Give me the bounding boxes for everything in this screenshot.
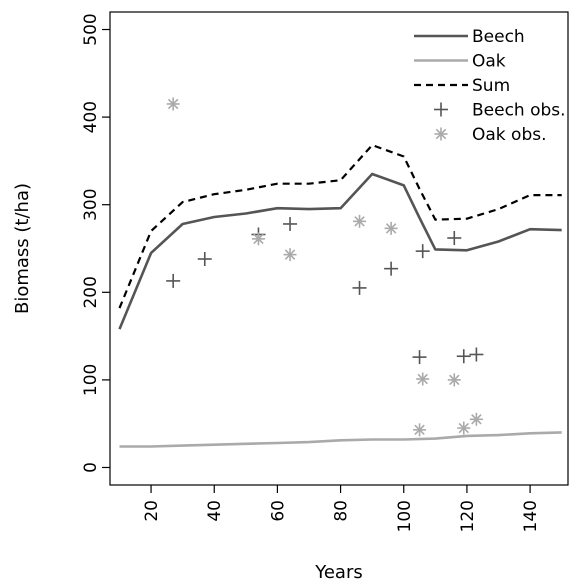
- beech-obs-point: [384, 261, 399, 276]
- x-tick-label-140: 140: [521, 500, 541, 532]
- oak-obs-point: [251, 232, 265, 246]
- x-tick-label-40: 40: [205, 500, 225, 522]
- series-line-sum: [118, 144, 562, 309]
- legend-item-beech-obs: Beech obs.: [434, 101, 566, 121]
- series-line-oak: [119, 431, 562, 448]
- series-layer: [118, 144, 562, 448]
- oak-obs-point: [457, 421, 471, 435]
- legend-item-oak: Oak: [414, 52, 506, 72]
- oak-obs-point: [416, 372, 430, 386]
- oak-obs-point: [166, 97, 180, 111]
- x-tick-label-60: 60: [268, 500, 288, 522]
- oak-obs-point: [353, 214, 367, 228]
- series-line-beech: [118, 172, 562, 330]
- beech-obs-point: [456, 349, 471, 364]
- legend-label: Beech: [472, 27, 525, 47]
- beech-obs-point: [447, 230, 462, 245]
- oak-obs-point: [413, 423, 427, 437]
- beech-obs-point: [197, 252, 212, 267]
- legend-label: Oak obs.: [472, 125, 547, 145]
- observations-layer: [166, 97, 484, 437]
- x-axis-title: Years: [314, 562, 363, 583]
- legend: Beech Oak Sum Beech obs. Oak obs.: [414, 27, 566, 145]
- beech-obs-point: [415, 244, 430, 259]
- x-tick-label-100: 100: [395, 500, 415, 532]
- x-tick-label-20: 20: [142, 500, 162, 522]
- x-tick-label-120: 120: [458, 500, 478, 532]
- y-tick-label-100: 100: [81, 364, 101, 396]
- legend-item-oak-obs: Oak obs.: [434, 125, 547, 145]
- beech-obs-point: [352, 280, 367, 295]
- legend-label: Sum: [472, 76, 510, 96]
- legend-item-sum: Sum: [414, 76, 510, 96]
- legend-label: Oak: [472, 52, 506, 72]
- axes: 20 40 60 80 100 120 140 0 100 200 300 400 500: [81, 13, 541, 532]
- y-tick-label-300: 300: [81, 188, 101, 220]
- y-tick-label-500: 500: [81, 13, 101, 45]
- y-tick-label-0: 0: [81, 462, 101, 473]
- oak-obs-point: [447, 373, 461, 387]
- legend-item-beech: Beech: [414, 27, 525, 47]
- y-tick-label-200: 200: [81, 276, 101, 308]
- oak-obs-point: [283, 248, 297, 262]
- oak-obs-point: [384, 221, 398, 235]
- beech-obs-point: [469, 347, 484, 362]
- beech-obs-point: [412, 350, 427, 365]
- plot-frame: [109, 11, 569, 486]
- x-tick-label-80: 80: [332, 500, 352, 522]
- beech-obs-point: [166, 273, 181, 288]
- y-axis-title: Biomass (t/ha): [12, 183, 33, 314]
- legend-label: Beech obs.: [472, 101, 566, 121]
- y-tick-label-400: 400: [81, 101, 101, 133]
- oak-obs-point: [469, 412, 483, 426]
- beech-obs-point: [283, 216, 298, 231]
